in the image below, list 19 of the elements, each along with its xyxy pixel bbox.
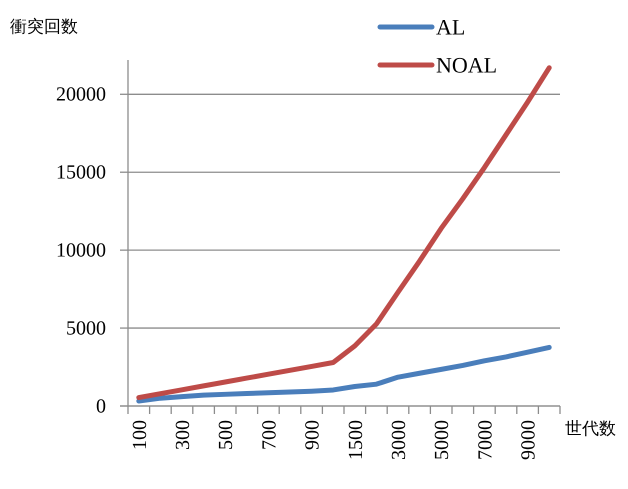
legend-label: AL bbox=[436, 14, 466, 40]
y-tick-label: 5000 bbox=[66, 317, 106, 340]
legend-label: NOAL bbox=[436, 52, 498, 78]
x-tick-label: 500 bbox=[215, 420, 238, 450]
y-axis-title: 衝突回数 bbox=[10, 17, 78, 37]
x-tick-label: 900 bbox=[302, 420, 324, 450]
y-tick-label: 20000 bbox=[56, 84, 106, 106]
x-tick-label: 7000 bbox=[474, 420, 496, 460]
x-tick-label: 5000 bbox=[431, 420, 454, 460]
y-tick-label: 15000 bbox=[56, 162, 106, 184]
x-tick-label: 3000 bbox=[388, 420, 410, 460]
x-tick-label: 100 bbox=[128, 420, 151, 450]
x-tick-label: 9000 bbox=[518, 420, 540, 460]
x-tick-label: 700 bbox=[258, 420, 280, 450]
x-tick-label: 1500 bbox=[344, 420, 367, 460]
x-tick-label: 300 bbox=[172, 420, 194, 450]
y-tick-label: 10000 bbox=[56, 240, 106, 262]
x-axis-title: 世代数 bbox=[565, 419, 616, 439]
y-tick-label: 0 bbox=[96, 395, 106, 418]
